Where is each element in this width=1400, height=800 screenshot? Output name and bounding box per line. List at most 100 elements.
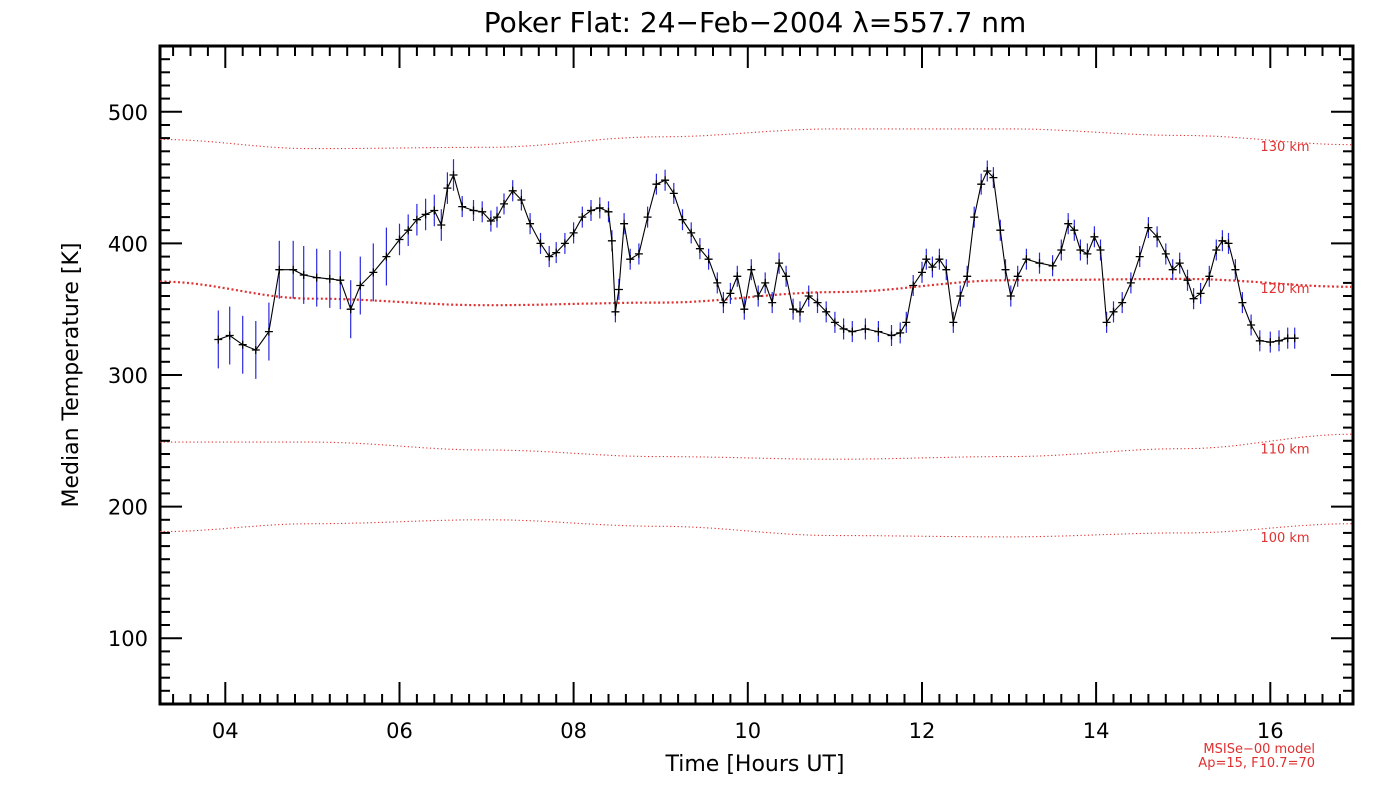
data-point	[421, 210, 430, 219]
data-point	[848, 327, 857, 336]
data-point	[949, 318, 958, 327]
data-point	[1022, 255, 1031, 264]
y-tick-label: 300	[108, 364, 148, 388]
data-point	[536, 239, 545, 248]
data-point	[443, 184, 452, 193]
data-point	[634, 249, 643, 258]
data-point	[661, 176, 670, 185]
data-point	[1247, 321, 1256, 329]
model-name-note: MSISe−00 model	[1203, 742, 1315, 757]
data-point	[1083, 249, 1092, 258]
data-point	[1266, 338, 1275, 347]
data-point	[830, 318, 839, 327]
data-point	[740, 305, 749, 314]
data-point	[430, 206, 439, 215]
data-point	[996, 226, 1005, 235]
x-tick-label: 12	[909, 719, 936, 743]
data-point	[611, 307, 620, 316]
data-point	[1048, 261, 1057, 270]
data-point	[1006, 292, 1015, 300]
data-point	[1275, 336, 1283, 345]
data-point	[486, 217, 495, 225]
model-curve-130-km	[159, 128, 1354, 150]
data-point	[1183, 276, 1192, 285]
data-point	[775, 259, 784, 268]
data-point	[1102, 318, 1111, 327]
x-tick-label: 10	[734, 719, 761, 743]
data-point	[1064, 219, 1073, 228]
y-tick-label: 500	[108, 101, 148, 125]
data-point	[493, 213, 501, 222]
plot-frame	[158, 44, 1355, 706]
data-point	[719, 298, 728, 307]
data-point	[395, 235, 404, 244]
data-point	[369, 268, 378, 277]
data-point	[299, 271, 308, 279]
data-point	[956, 292, 965, 300]
data-point	[225, 331, 234, 340]
data-point	[789, 305, 798, 314]
data-point	[1283, 334, 1292, 343]
data-point	[695, 244, 704, 253]
axes: 04 06 08 10 12 14 16 100 200 300 400 500	[108, 45, 1353, 743]
data-point	[238, 340, 247, 349]
data-point	[1238, 298, 1247, 307]
data-point	[782, 272, 791, 281]
data-point	[604, 207, 613, 216]
data-point	[922, 255, 931, 264]
data-point	[918, 268, 926, 277]
model-label-120-km: 120 km	[1260, 282, 1309, 297]
data-point	[1212, 246, 1221, 254]
data-point	[478, 207, 487, 216]
data-point	[902, 318, 911, 327]
y-tick-label: 200	[108, 496, 148, 520]
data-point	[1035, 259, 1044, 268]
model-curve-100-km	[159, 519, 1354, 538]
data-point	[874, 327, 883, 336]
data-point	[595, 203, 604, 212]
data-point	[356, 281, 365, 290]
data-point	[336, 276, 345, 285]
data-point	[839, 324, 848, 333]
data-point	[614, 285, 623, 294]
data-point	[1070, 226, 1079, 235]
data-point	[896, 328, 905, 337]
data-point	[1001, 265, 1010, 274]
data-point	[909, 281, 918, 290]
measured-series	[214, 167, 1299, 354]
data-point	[983, 167, 992, 175]
data-point	[1057, 246, 1066, 254]
data-point	[733, 272, 742, 281]
data-point	[861, 324, 870, 333]
data-point	[761, 278, 770, 287]
data-point	[552, 248, 561, 257]
data-point	[1076, 246, 1085, 254]
data-point	[404, 226, 413, 235]
data-point	[264, 327, 273, 336]
x-tick-label: 16	[1257, 719, 1284, 743]
error-bars	[217, 159, 1296, 379]
data-point	[928, 263, 937, 272]
model-label-130-km: 130 km	[1260, 140, 1309, 155]
data-point	[1175, 259, 1184, 268]
data-point	[942, 265, 951, 274]
data-point	[569, 228, 578, 237]
data-point	[620, 219, 629, 228]
data-point	[726, 289, 735, 298]
y-tick-label: 400	[108, 232, 148, 256]
x-axis-label: Time [Hours UT]	[665, 752, 845, 777]
model-curve-120-km	[159, 277, 1353, 307]
data-point	[1168, 265, 1177, 274]
data-point	[469, 206, 478, 215]
data-point	[458, 202, 467, 211]
chart-title: Poker Flat: 24−Feb−2004 λ=557.7 nm	[484, 6, 1027, 39]
measured-line	[218, 170, 1295, 351]
data-point	[1096, 246, 1105, 254]
data-point	[437, 221, 446, 229]
data-point	[970, 213, 979, 222]
data-point	[526, 219, 535, 228]
data-point	[977, 180, 986, 189]
data-point	[500, 199, 508, 208]
data-point	[887, 331, 896, 340]
data-point	[1196, 289, 1205, 298]
